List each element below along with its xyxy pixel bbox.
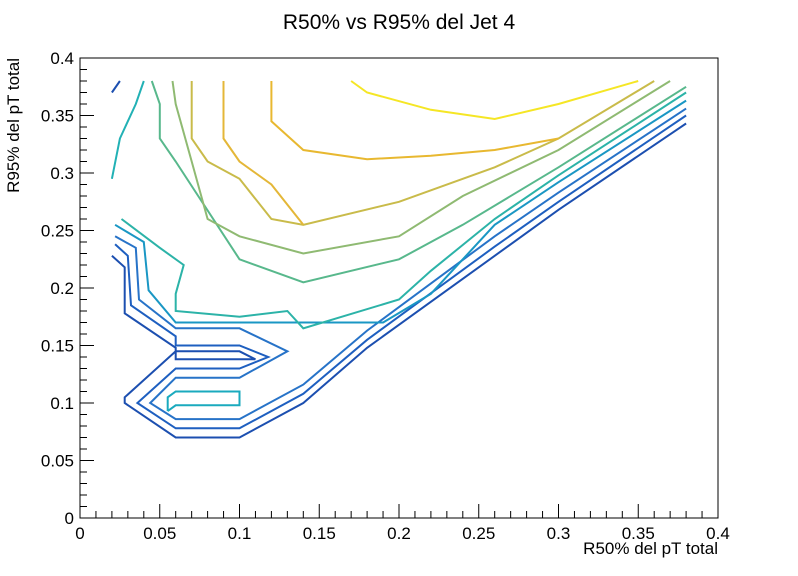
y-tick-label: 0.35 xyxy=(41,107,74,126)
contour-line xyxy=(111,80,121,94)
y-tick-label: 0.1 xyxy=(50,394,74,413)
x-tick-label: 0.25 xyxy=(462,524,495,543)
x-axis-label: R50% del pT total xyxy=(583,539,718,558)
y-tick-label: 0.2 xyxy=(50,279,74,298)
x-tick-label: 0.3 xyxy=(547,524,571,543)
x-tick-label: 0.05 xyxy=(143,524,176,543)
y-tick-label: 0.05 xyxy=(41,452,74,471)
contour-line xyxy=(114,107,687,421)
y-tick-label: 0.25 xyxy=(41,222,74,241)
x-tick-label: 0.15 xyxy=(303,524,336,543)
contour-line xyxy=(350,80,639,121)
contour-line xyxy=(111,122,687,439)
contour-line xyxy=(166,390,241,412)
contour-line xyxy=(114,99,687,324)
y-tick-label: 0.4 xyxy=(50,49,74,68)
contour-line xyxy=(110,80,145,179)
contour-line xyxy=(270,81,559,161)
contour-lines xyxy=(110,80,687,439)
x-tick-label: 0 xyxy=(75,524,84,543)
x-tick-label: 0.4 xyxy=(706,524,730,543)
x-tick-label: 0.1 xyxy=(228,524,252,543)
contour-line xyxy=(114,114,687,430)
y-axis-tick-labels: 0 0.05 0.1 0.15 0.2 0.25 0.3 0.35 0.4 xyxy=(41,49,74,528)
chart-title: R50% vs R95% del Jet 4 xyxy=(283,11,516,34)
y-tick-label: 0.3 xyxy=(50,164,74,183)
contour-line xyxy=(222,81,305,226)
contour-line xyxy=(190,80,655,226)
contour-line xyxy=(150,80,687,284)
contour-line xyxy=(171,80,671,255)
y-tick-label: 0.15 xyxy=(41,337,74,356)
y-axis-ticks xyxy=(80,57,94,519)
contour-line xyxy=(120,91,687,330)
x-tick-label: 0.35 xyxy=(622,524,655,543)
x-tick-label: 0.2 xyxy=(387,524,411,543)
y-tick-label: 0 xyxy=(65,509,74,528)
x-axis-tick-labels: 0 0.05 0.1 0.15 0.2 0.25 0.3 0.35 0.4 xyxy=(75,524,730,543)
y-axis-label: R95% del pT total xyxy=(4,58,23,193)
x-axis-ticks xyxy=(79,504,719,518)
